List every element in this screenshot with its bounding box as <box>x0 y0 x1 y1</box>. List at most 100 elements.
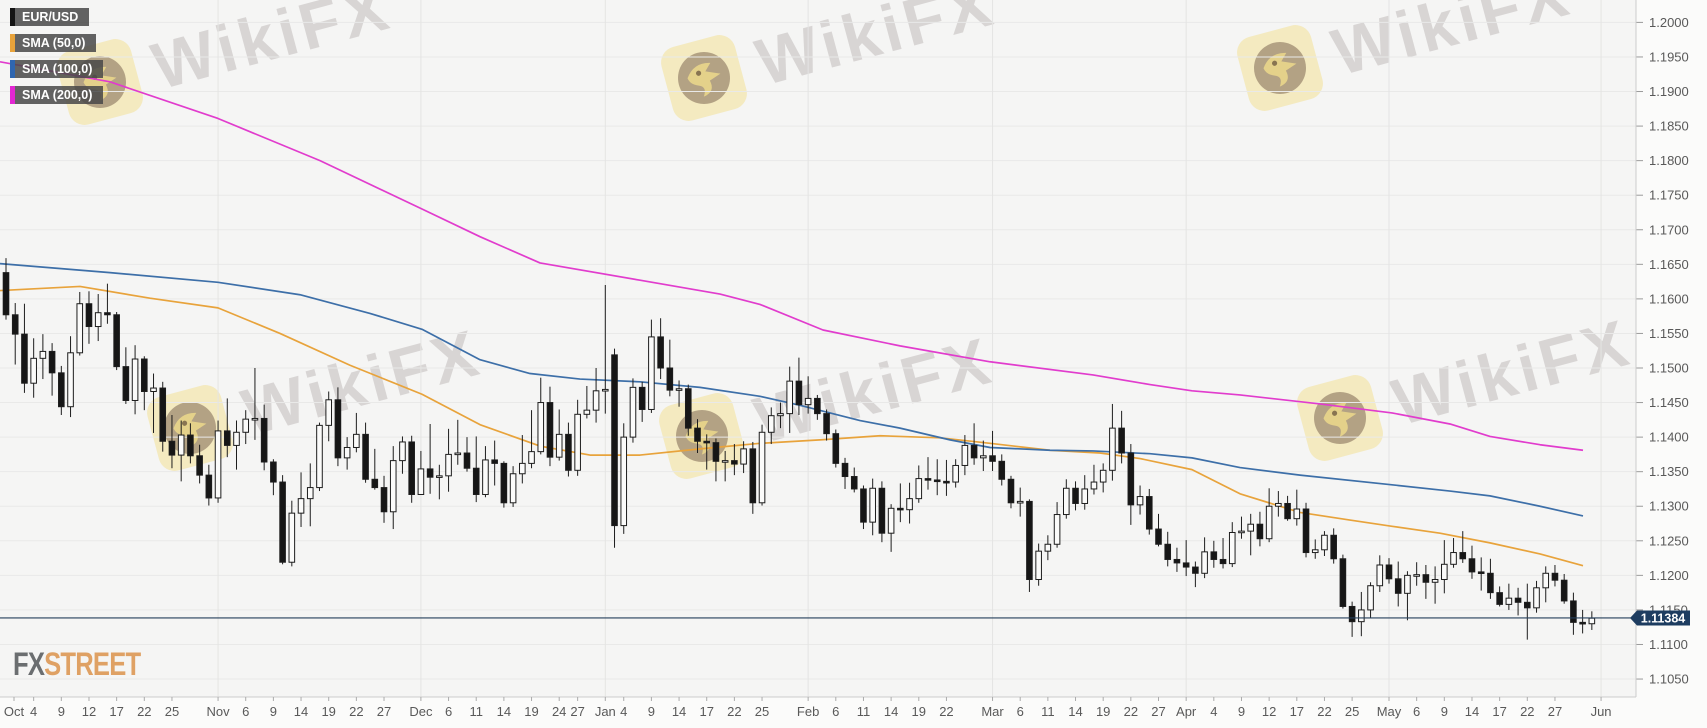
candle-body[interactable] <box>1145 496 1153 530</box>
candle-body[interactable] <box>555 433 563 458</box>
candle-body[interactable] <box>684 388 692 429</box>
candle-body[interactable] <box>1367 585 1374 611</box>
candle-body[interactable] <box>445 453 452 477</box>
candle-body[interactable] <box>703 440 711 444</box>
candle-body[interactable] <box>1136 496 1144 506</box>
candle-body[interactable] <box>675 388 683 391</box>
candle-body[interactable] <box>1551 572 1559 581</box>
candle-body[interactable] <box>1588 617 1596 625</box>
candle-body[interactable] <box>1376 564 1384 587</box>
candle-body[interactable] <box>537 402 545 453</box>
candle-body[interactable] <box>58 372 65 408</box>
candle-body[interactable] <box>1127 452 1135 506</box>
candle-body[interactable] <box>1228 532 1236 565</box>
candle-body[interactable] <box>1321 534 1328 551</box>
candle-body[interactable] <box>122 366 130 401</box>
candle-body[interactable] <box>1413 574 1420 577</box>
candle-body[interactable] <box>980 455 987 459</box>
candle-body[interactable] <box>279 481 286 563</box>
candle-body[interactable] <box>887 507 895 534</box>
candle-body[interactable] <box>1053 514 1061 545</box>
candle-body[interactable] <box>546 402 554 458</box>
candle-body[interactable] <box>1524 601 1531 609</box>
candle-body[interactable] <box>998 460 1006 480</box>
candle-body[interactable] <box>1044 543 1052 552</box>
candle-body[interactable] <box>1192 566 1199 574</box>
legend-item-sma50[interactable]: SMA (50,0) <box>10 34 97 52</box>
candle-body[interactable] <box>417 468 425 495</box>
candle-body[interactable] <box>1081 488 1089 504</box>
candle-body[interactable] <box>592 390 600 411</box>
candle-body[interactable] <box>933 479 941 483</box>
candle-body[interactable] <box>1219 558 1227 565</box>
candle-body[interactable] <box>1348 605 1356 623</box>
candle-body[interactable] <box>519 462 526 475</box>
candle-body[interactable] <box>795 380 803 406</box>
candle-body[interactable] <box>694 427 701 442</box>
candle-body[interactable] <box>39 350 47 359</box>
candle-body[interactable] <box>777 413 784 417</box>
candle-body[interactable] <box>721 460 729 463</box>
candle-body[interactable] <box>1173 558 1181 564</box>
candle-body[interactable] <box>749 448 757 504</box>
candle-body[interactable] <box>989 455 996 462</box>
candle-body[interactable] <box>666 367 674 391</box>
candle-body[interactable] <box>943 480 950 484</box>
candle-body[interactable] <box>1542 572 1550 589</box>
candle-body[interactable] <box>141 358 148 393</box>
candle-body[interactable] <box>1450 552 1457 565</box>
candle-body[interactable] <box>362 433 369 480</box>
candle-body[interactable] <box>1441 563 1448 581</box>
candle-body[interactable] <box>1468 558 1476 573</box>
candle-body[interactable] <box>823 413 830 435</box>
candle-body[interactable] <box>574 413 581 471</box>
candle-body[interactable] <box>1026 500 1033 581</box>
candle-body[interactable] <box>131 358 139 401</box>
candle-body[interactable] <box>21 333 28 384</box>
candle-body[interactable] <box>924 478 932 481</box>
candle-body[interactable] <box>841 462 849 478</box>
candle-body[interactable] <box>472 467 480 495</box>
candle-body[interactable] <box>436 475 443 478</box>
candle-body[interactable] <box>1164 543 1172 560</box>
candle-body[interactable] <box>638 386 646 410</box>
candle-body[interactable] <box>648 336 655 410</box>
candle-body[interactable] <box>767 415 775 433</box>
candle-body[interactable] <box>67 352 74 408</box>
candle-body[interactable] <box>629 386 637 438</box>
candle-body[interactable] <box>758 431 766 504</box>
candle-body[interactable] <box>1302 508 1310 554</box>
candle-body[interactable] <box>233 431 240 446</box>
candle-body[interactable] <box>952 464 959 483</box>
candle-body[interactable] <box>961 444 969 466</box>
candle-body[interactable] <box>1201 551 1208 574</box>
candle-body[interactable] <box>251 417 259 421</box>
candle-body[interactable] <box>804 397 812 406</box>
candle-body[interactable] <box>1293 508 1301 520</box>
candle-body[interactable] <box>1007 478 1015 504</box>
candle-body[interactable] <box>1256 523 1264 540</box>
candle-body[interactable] <box>150 387 157 393</box>
candle-body[interactable] <box>288 512 296 563</box>
candle-body[interactable] <box>620 436 628 527</box>
candle-body[interactable] <box>1072 487 1079 504</box>
candle-body[interactable] <box>1385 564 1393 580</box>
candle-body[interactable] <box>1265 505 1273 540</box>
candle-body[interactable] <box>1330 534 1337 560</box>
candle-body[interactable] <box>915 478 923 500</box>
candle-body[interactable] <box>657 336 664 369</box>
candle-body[interactable] <box>1155 528 1162 545</box>
candle-body[interactable] <box>343 446 351 459</box>
candle-body[interactable] <box>454 452 462 456</box>
candle-body[interactable] <box>1210 551 1218 560</box>
candle-body[interactable] <box>94 312 102 328</box>
candle-body[interactable] <box>869 487 876 523</box>
candle-body[interactable] <box>389 460 397 513</box>
candle-body[interactable] <box>1422 574 1430 583</box>
candle-body[interactable] <box>1109 427 1116 471</box>
candle-body[interactable] <box>786 380 794 415</box>
candle-body[interactable] <box>740 448 747 465</box>
candle-body[interactable] <box>297 498 305 514</box>
candle-body[interactable] <box>482 459 489 495</box>
